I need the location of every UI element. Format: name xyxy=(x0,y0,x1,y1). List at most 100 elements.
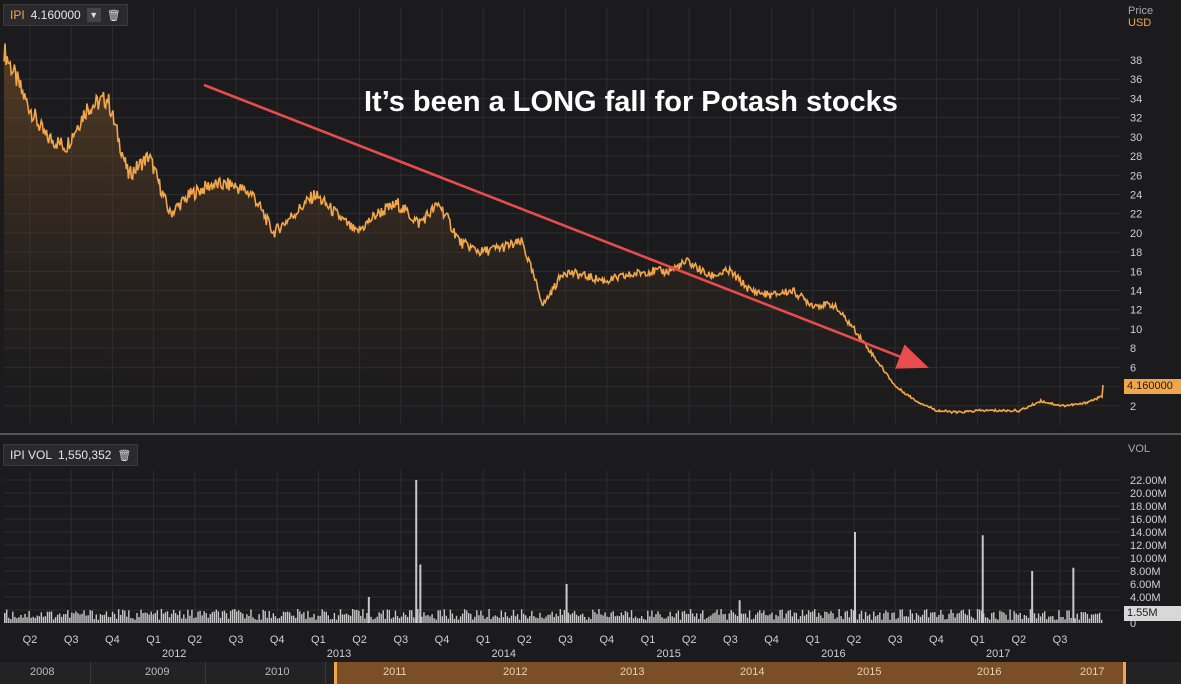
volume-bar xyxy=(189,615,191,623)
timeline-year-label: 2011 xyxy=(383,666,407,678)
volume-bar xyxy=(197,611,199,623)
trash-icon[interactable]: 🗑 xyxy=(106,9,121,22)
volume-bar xyxy=(268,610,270,623)
volume-bar xyxy=(262,609,264,623)
volume-bar xyxy=(1056,619,1058,623)
volume-bar xyxy=(1009,609,1011,623)
volume-bar xyxy=(1017,614,1019,623)
volume-bar xyxy=(492,616,494,623)
volume-bar xyxy=(270,617,273,623)
volume-bar xyxy=(1041,613,1044,623)
volume-tick-label: 16.00M xyxy=(1130,514,1167,526)
volume-bar xyxy=(840,616,842,623)
volume-bar xyxy=(695,613,698,623)
volume-bar xyxy=(913,619,916,623)
volume-bar xyxy=(1027,617,1030,623)
volume-bar xyxy=(303,612,305,623)
volume-spike-bar xyxy=(415,480,418,623)
timeline-separator xyxy=(90,662,91,684)
volume-bar xyxy=(362,609,364,623)
volume-tick-label: 8.00M xyxy=(1130,566,1161,578)
volume-axis-ticks: 2.00M4.00M6.00M8.00M10.00M12.00M14.00M16… xyxy=(1130,475,1167,630)
timeline-navigator[interactable]: 2008 2009 2010 2011 2012 2013 2014 2015 2016 2017 xyxy=(0,662,1181,684)
volume-bar xyxy=(712,613,714,623)
volume-bar xyxy=(702,610,704,623)
volume-bar xyxy=(201,615,203,623)
volume-bar xyxy=(443,609,445,623)
volume-bar xyxy=(181,618,183,623)
volume-bar xyxy=(409,610,411,623)
volume-bar xyxy=(203,611,205,623)
volume-bar xyxy=(905,616,907,623)
volume-bar xyxy=(242,613,244,623)
volume-bar xyxy=(590,618,592,623)
volume-bar xyxy=(584,616,586,623)
volume-tick-label: 6.00M xyxy=(1130,579,1161,591)
volume-bar xyxy=(455,615,458,623)
volume-bar xyxy=(789,610,791,623)
volume-bar xyxy=(152,614,154,623)
volume-bar xyxy=(958,612,960,623)
volume-bar xyxy=(124,610,126,623)
volume-bar xyxy=(522,613,525,623)
volume-bar xyxy=(893,612,895,623)
volume-bar xyxy=(873,611,875,623)
volume-bar xyxy=(435,619,437,623)
quarter-tick-label: Q2 xyxy=(847,634,862,646)
volume-bar xyxy=(594,612,596,623)
volume-bar xyxy=(559,609,562,623)
volume-bar xyxy=(453,618,456,623)
volume-bar xyxy=(598,609,600,623)
price-series-tag[interactable]: IPI 4.160000 ▼ 🗑 xyxy=(3,4,128,26)
volume-bar xyxy=(592,609,594,623)
volume-bar xyxy=(482,615,484,623)
volume-bar xyxy=(655,614,657,623)
volume-bar xyxy=(280,615,283,623)
volume-bar xyxy=(769,614,771,623)
volume-bar xyxy=(545,616,547,623)
volume-bar xyxy=(608,617,610,623)
volume-bar xyxy=(618,616,621,623)
volume-bar xyxy=(525,615,527,623)
volume-bar xyxy=(288,612,291,623)
volume-bar xyxy=(24,613,26,623)
price-tick-label: 8 xyxy=(1130,343,1136,355)
volume-bar xyxy=(199,610,201,623)
volume-bar xyxy=(8,617,10,623)
trash-icon[interactable]: 🗑 xyxy=(117,449,132,462)
volume-bar xyxy=(742,613,745,623)
price-line xyxy=(3,43,1104,415)
volume-bar xyxy=(942,614,944,623)
volume-bar xyxy=(136,612,138,623)
volume-bar xyxy=(299,611,301,623)
volume-bar xyxy=(771,612,773,623)
volume-bar xyxy=(1074,618,1076,623)
volume-bar xyxy=(697,618,700,623)
volume-bar xyxy=(575,614,578,623)
volume-bar xyxy=(1007,619,1009,623)
volume-bar xyxy=(765,615,767,623)
volume-bar xyxy=(26,617,28,623)
volume-bar xyxy=(402,612,405,623)
volume-bar xyxy=(858,613,861,623)
timeline-selection[interactable] xyxy=(334,662,1126,684)
volume-bar xyxy=(520,609,523,623)
timeline-separator xyxy=(325,662,326,684)
volume-bar xyxy=(665,618,667,623)
volume-bar xyxy=(411,610,413,623)
volume-bar xyxy=(1092,614,1095,623)
volume-bar xyxy=(842,619,844,623)
volume-bar xyxy=(954,617,956,623)
volume-bar xyxy=(120,614,122,623)
volume-series-tag[interactable]: IPI VOL 1,550,352 🗑 xyxy=(3,444,139,466)
volume-bar xyxy=(142,613,144,623)
chevron-down-icon[interactable]: ▼ xyxy=(86,8,101,22)
volume-bar xyxy=(1094,613,1097,623)
volume-bar xyxy=(750,619,753,623)
volume-bar xyxy=(366,612,368,623)
volume-bar xyxy=(535,617,537,623)
volume-bar xyxy=(966,615,969,623)
volume-bar xyxy=(936,616,938,623)
volume-bar xyxy=(527,618,529,623)
volume-bar xyxy=(1060,616,1062,623)
